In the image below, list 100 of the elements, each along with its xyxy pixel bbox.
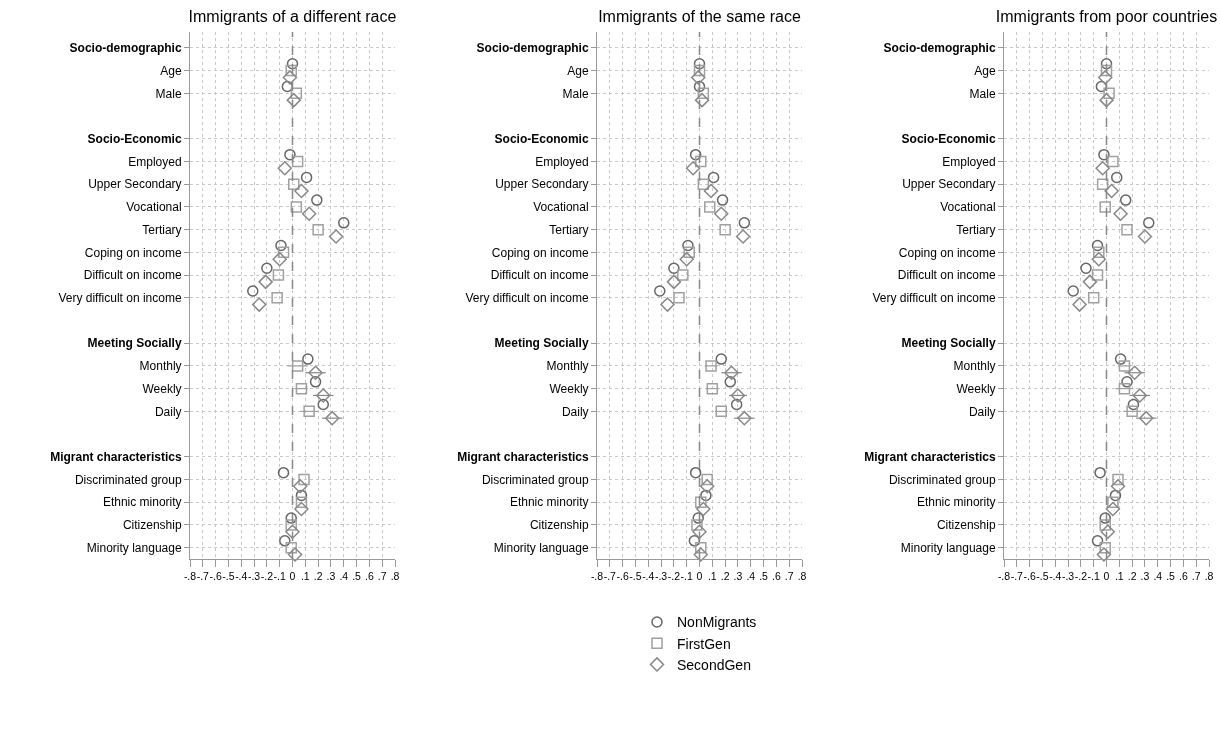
x-tick-label: -.4 [1049,569,1062,582]
y-tick-label: Meeting Socially [494,336,589,351]
x-tick-label: 0 [696,569,703,582]
x-tick-label: .8 [390,569,400,582]
x-tick-label: -.4 [235,569,248,582]
chart-title: Immigrants of the same race [598,8,801,26]
y-tick-label: Monthly [953,359,996,374]
x-tick-label: .1 [1114,569,1124,582]
x-tick-label: -.3 [654,569,668,582]
y-tick-label: Coping on income [898,245,996,260]
y-tick-label: Daily [968,404,996,419]
x-tick-label: .1 [707,569,717,582]
legend-label: FirstGen [677,635,731,652]
x-tick-label: -.7 [196,569,210,582]
y-tick-label: Male [155,86,182,101]
x-tick-label: .5 [352,569,362,582]
x-tick-label: .8 [1204,569,1214,582]
x-tick-label: 0 [1103,569,1110,582]
y-tick-label: Tertiary [956,222,996,237]
chart-title: Immigrants of a different race [188,8,397,26]
y-tick-label: Age [567,63,589,78]
x-tick-label: -.2 [260,569,274,582]
x-tick-label: .1 [300,569,310,582]
x-tick-label: -.6 [616,569,629,582]
x-tick-label: .4 [1153,569,1163,582]
x-tick-label: -.6 [1023,569,1036,582]
y-tick-label: Socio-demographic [883,41,996,56]
y-tick-label: Upper Secondary [88,177,182,192]
y-tick-label: Socio-demographic [476,41,589,56]
x-tick-label: -.2 [667,569,681,582]
x-tick-label: -.2 [1074,569,1088,582]
y-tick-label: Male [969,86,996,101]
x-tick-label: -.1 [1087,569,1100,582]
x-tick-label: .2 [313,569,323,582]
y-tick-label: Weekly [142,381,182,396]
y-tick-label: Upper Secondary [902,177,996,192]
y-tick-label: Socio-Economic [494,131,589,146]
x-tick-label: .2 [720,569,730,582]
x-tick-label: -.1 [680,569,693,582]
y-tick-label: Age [160,63,182,78]
x-tick-label: .3 [326,569,336,582]
x-tick-label: -.8 [183,569,197,582]
x-tick-label: .4 [339,569,349,582]
x-tick-label: .5 [759,569,769,582]
y-tick-label: Meeting Socially [901,336,996,351]
y-tick-label: Socio-demographic [69,41,182,56]
x-tick-label: -.7 [603,569,617,582]
y-tick-label: Difficult on income [83,268,182,283]
y-tick-label: Socio-Economic [87,131,182,146]
x-tick-label: -.8 [997,569,1011,582]
x-tick-label: 0 [289,569,296,582]
x-tick-label: .2 [1127,569,1137,582]
y-tick-label: Tertiary [549,222,589,237]
x-tick-label: .6 [1179,569,1188,582]
y-tick-label: Ethnic minority [916,495,996,510]
y-tick-label: Daily [154,404,182,419]
legend-label: NonMigrants [677,614,757,631]
y-tick-label: Very difficult on income [58,290,182,305]
y-tick-label: Minority language [86,540,182,555]
y-tick-label: Male [562,86,589,101]
y-tick-label: Minority language [493,540,589,555]
y-tick-label: Discriminated group [481,472,589,487]
x-tick-label: .5 [1166,569,1176,582]
x-tick-label: -.3 [1061,569,1075,582]
y-tick-label: Tertiary [142,222,182,237]
y-tick-label: Ethnic minority [509,495,589,510]
x-tick-label: .7 [1191,569,1201,582]
x-tick-label: -.5 [629,569,642,582]
y-tick-label: Citizenship [122,518,182,533]
x-tick-label: .7 [377,569,387,582]
x-tick-label: -.1 [273,569,286,582]
x-tick-label: -.7 [1010,569,1024,582]
y-tick-label: Very difficult on income [872,290,996,305]
y-tick-label: Difficult on income [897,268,996,283]
y-tick-label: Vocational [126,200,182,215]
x-tick-label: -.3 [247,569,261,582]
y-tick-label: Upper Secondary [495,177,589,192]
y-tick-label: Citizenship [936,518,996,533]
y-tick-label: Very difficult on income [465,290,589,305]
y-tick-label: Weekly [956,381,996,396]
x-tick-label: .4 [746,569,756,582]
y-tick-label: Discriminated group [888,472,996,487]
y-tick-label: Employed [128,154,182,169]
x-tick-label: .3 [733,569,743,582]
y-tick-label: Minority language [900,540,996,555]
x-tick-label: -.4 [642,569,655,582]
y-tick-label: Monthly [546,359,589,374]
y-tick-label: Coping on income [84,245,182,260]
legend-label: SecondGen [677,656,751,673]
y-tick-label: Difficult on income [490,268,589,283]
y-tick-label: Vocational [940,200,996,215]
y-tick-label: Coping on income [491,245,589,260]
y-tick-label: Employed [942,154,996,169]
y-tick-label: Weekly [549,381,589,396]
x-tick-label: -.8 [590,569,604,582]
x-tick-label: .6 [365,569,374,582]
y-tick-label: Migrant characteristics [864,449,996,464]
x-tick-label: .8 [797,569,807,582]
y-tick-label: Citizenship [529,518,589,533]
x-tick-label: -.5 [1036,569,1049,582]
